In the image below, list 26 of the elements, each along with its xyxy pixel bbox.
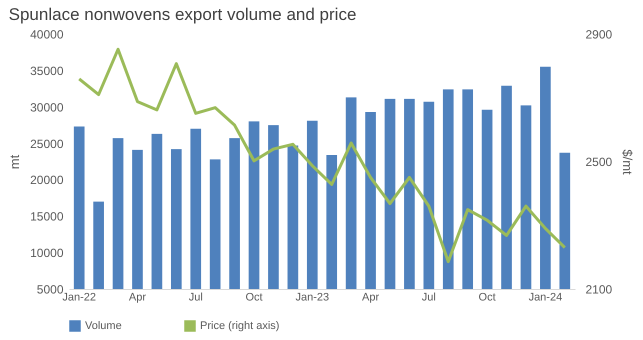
y2-tick-label: 2100 xyxy=(586,282,613,296)
y-tick-label: 20000 xyxy=(30,173,64,188)
y2-axis-title: $/mt xyxy=(620,149,636,176)
x-tick-label: Jul xyxy=(422,292,436,304)
x-tick-label: Oct xyxy=(478,292,496,304)
chart-title: Spunlace nonwovens export volume and price xyxy=(8,5,356,24)
x-tick-label: Apr xyxy=(128,292,146,304)
y-tick-label: 25000 xyxy=(30,136,64,151)
legend-label: Volume xyxy=(85,320,122,332)
x-tick-label: Jan-24 xyxy=(528,292,562,304)
y2-tick-label: 2900 xyxy=(586,28,613,42)
x-tick-label: Jul xyxy=(188,292,203,304)
y-axis-title: mt xyxy=(7,154,22,170)
y-tick-label: 10000 xyxy=(30,246,64,260)
y-tick-label: 5000 xyxy=(36,282,64,296)
x-tick-label: Jan-22 xyxy=(62,292,96,304)
line-series xyxy=(78,48,566,264)
x-tick-label: Oct xyxy=(245,292,263,304)
x-tick-label: Apr xyxy=(362,292,380,304)
y-tick-label: 30000 xyxy=(30,100,64,114)
legend-label: Price (right axis) xyxy=(200,320,280,332)
y-tick-label: 35000 xyxy=(30,64,64,78)
y-tick-label: 40000 xyxy=(30,28,64,42)
y2-tick-label: 2500 xyxy=(586,155,613,169)
y-tick-label: 15000 xyxy=(30,210,64,224)
x-tick-label: Jan-23 xyxy=(295,292,330,304)
